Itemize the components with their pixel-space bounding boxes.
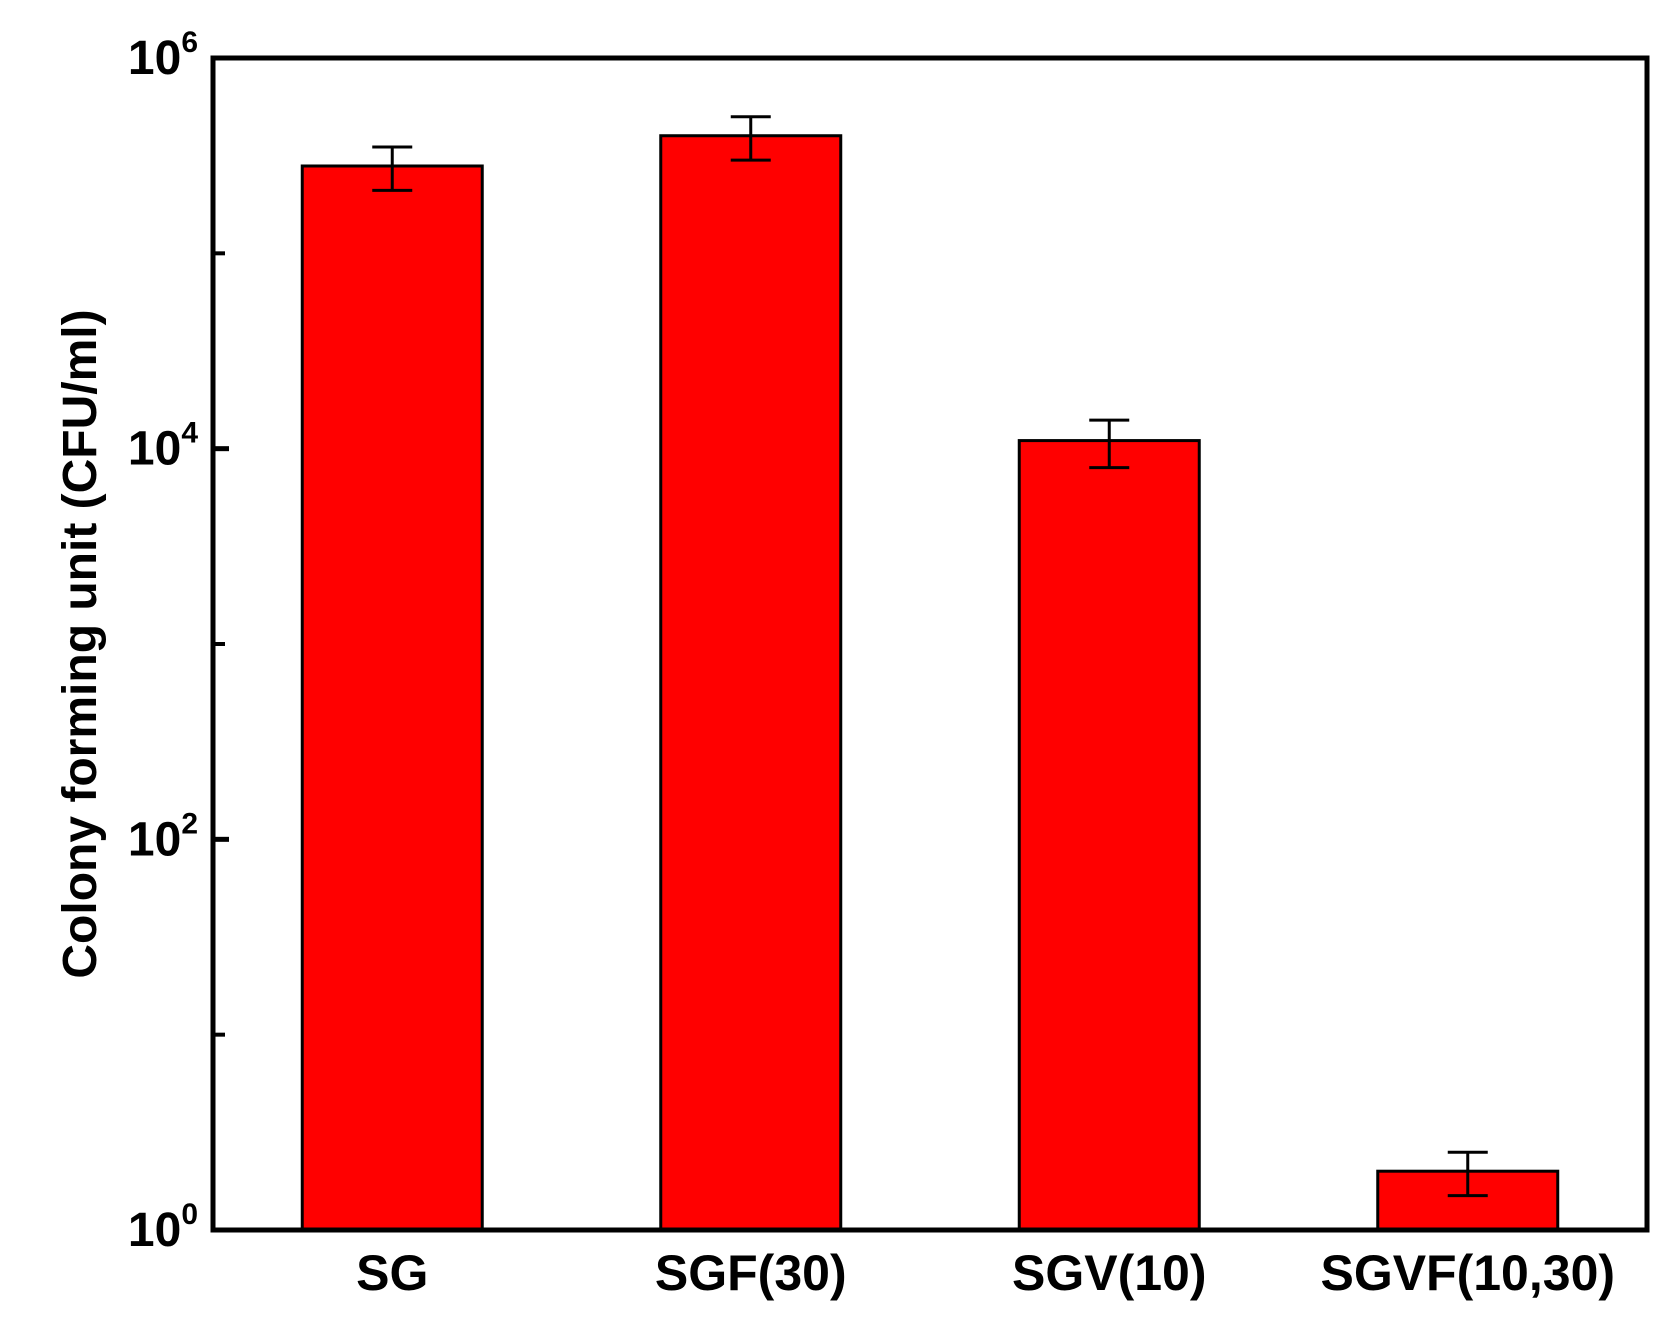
bar-SGF(30) xyxy=(659,134,843,1232)
error-bar-SGVF(10,30) xyxy=(1447,1150,1488,1198)
y-ticks-layer xyxy=(213,55,229,1233)
bars-layer xyxy=(300,134,1560,1232)
x-tick-label: SGV(10) xyxy=(1012,1245,1207,1301)
error-bars-layer xyxy=(372,115,1488,1198)
y-tick-label: 100 xyxy=(128,1198,198,1257)
x-tick-label: SG xyxy=(356,1245,428,1301)
labels-layer: SG SGF(30) SGV(10) SGVF(10,30) 100 102 104 106 xyxy=(128,26,1615,1301)
x-tick-label: SGVF(10,30) xyxy=(1320,1245,1615,1301)
bar-SG xyxy=(300,164,484,1232)
y-tick-label: 102 xyxy=(128,807,198,866)
y-tick-label: 106 xyxy=(128,26,198,85)
error-bar-SG xyxy=(372,145,413,192)
error-bar-SGV(10) xyxy=(1089,418,1130,470)
x-tick-label: SGF(30) xyxy=(655,1245,847,1301)
y-tick-label: 104 xyxy=(128,417,198,476)
y-axis-title: Colony forming unit (CFU/ml) xyxy=(54,309,107,978)
error-bar-SGF(30) xyxy=(730,115,771,162)
bar-SGV(10) xyxy=(1017,439,1201,1232)
